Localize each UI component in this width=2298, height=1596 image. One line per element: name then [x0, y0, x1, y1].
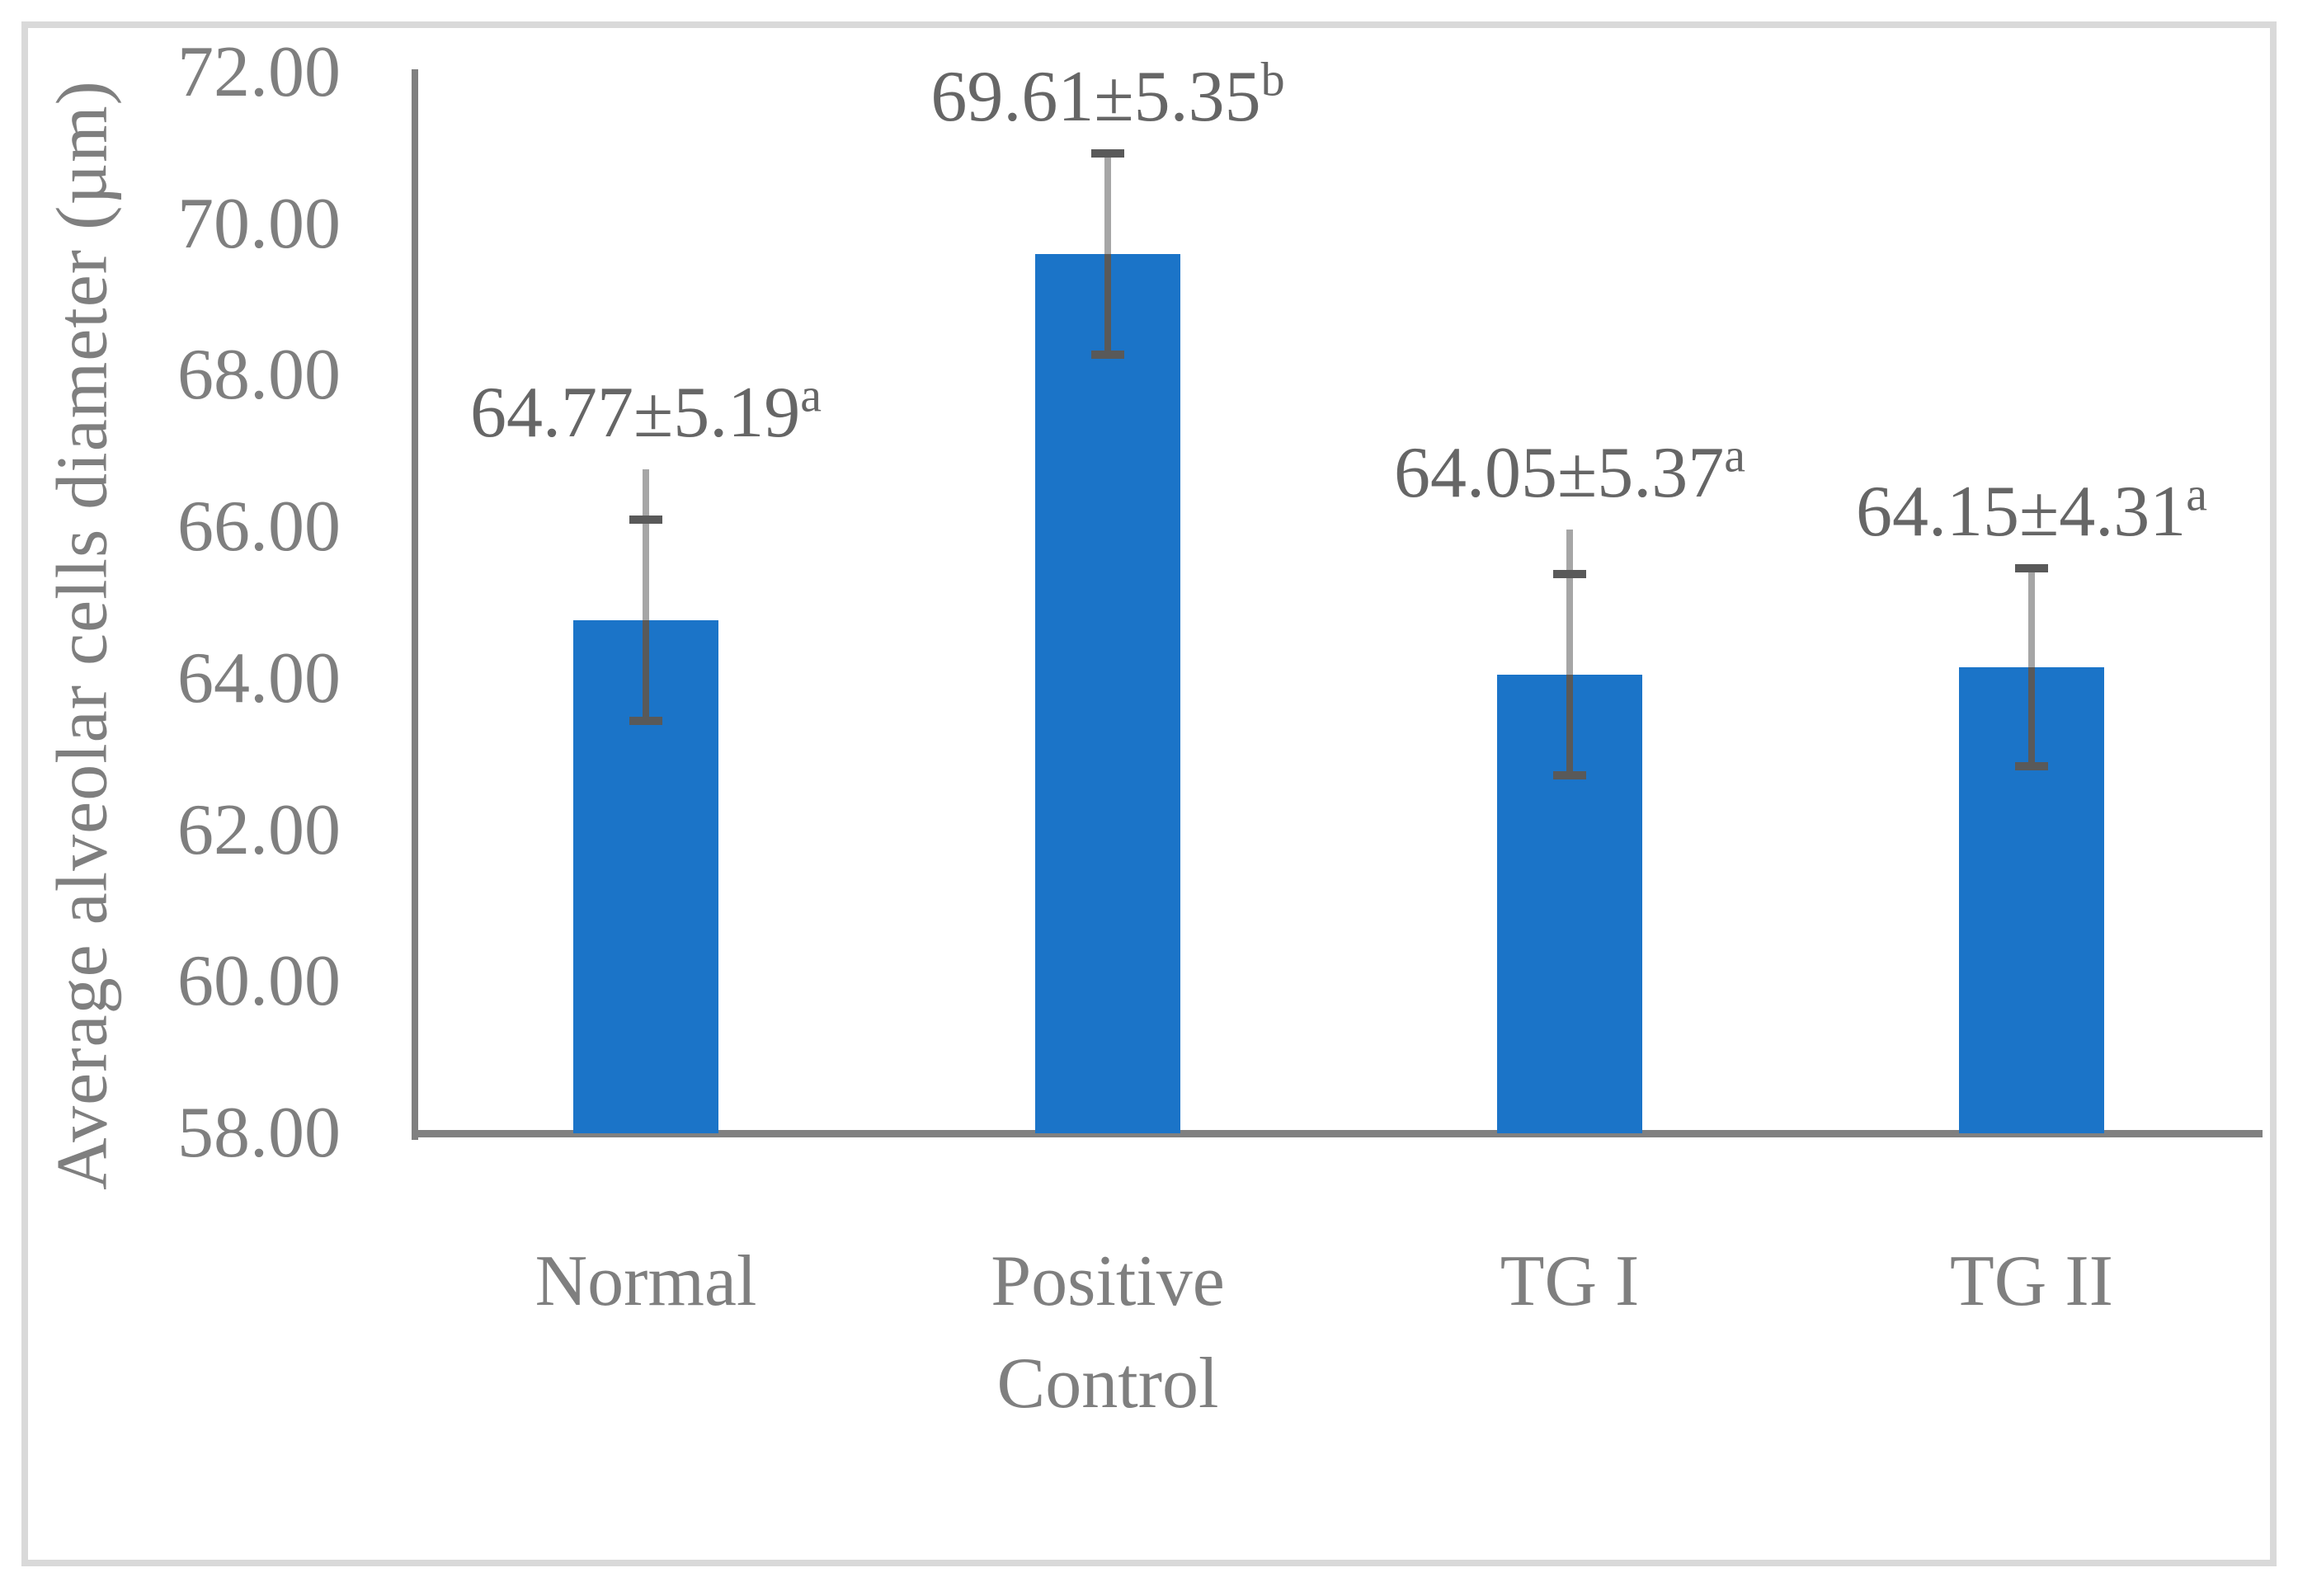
error-bar-upper-whisker — [1566, 529, 1573, 676]
bar — [1035, 253, 1180, 1133]
chart-frame-border — [21, 21, 2277, 1566]
category-label-line: Control — [996, 1344, 1219, 1424]
category-label-line: Normal — [534, 1241, 757, 1321]
error-bar-lower-cap — [2015, 762, 2048, 771]
data-label-value: 64.05±5.37 — [1393, 432, 1725, 513]
significance-letter: a — [2186, 467, 2208, 521]
error-bar-lower-cap — [1553, 771, 1586, 780]
y-tick-label: 66.00 — [177, 487, 341, 567]
data-label: 64.05±5.37a — [1394, 431, 1745, 516]
category-label-line: Positive — [991, 1241, 1225, 1321]
data-label-value: 69.61±5.35 — [930, 57, 1261, 138]
significance-letter: b — [1260, 52, 1285, 106]
error-bar-upper-cap — [1091, 149, 1124, 158]
error-bar-upper-cap — [2015, 563, 2048, 572]
y-tick-label: 68.00 — [177, 335, 341, 416]
y-axis-line — [412, 69, 418, 1140]
data-label: 69.61±5.35b — [930, 54, 1284, 140]
data-label: 64.15±4.31a — [1856, 469, 2207, 555]
significance-letter: a — [800, 369, 822, 422]
y-tick-label: 72.00 — [177, 32, 341, 112]
category-label: TG II — [1950, 1231, 2113, 1333]
error-bar-upper-whisker — [2028, 567, 2035, 668]
category-label: TG I — [1500, 1231, 1640, 1333]
x-axis-line — [412, 1130, 2263, 1137]
error-bar-lower-segment — [643, 620, 649, 722]
category-label: Positive Control — [991, 1231, 1225, 1435]
y-tick-label: 60.00 — [177, 941, 341, 1022]
data-label-value: 64.77±5.19 — [469, 373, 801, 454]
data-label: 64.77±5.19a — [470, 370, 822, 456]
category-label: Normal — [535, 1231, 757, 1333]
significance-letter: a — [1724, 428, 1746, 483]
error-bar-lower-segment — [1104, 253, 1111, 355]
error-bar-lower-cap — [629, 717, 662, 726]
error-bar-lower-segment — [2028, 667, 2035, 767]
category-label-line: TG I — [1500, 1241, 1640, 1321]
error-bar-upper-whisker — [643, 469, 649, 621]
y-tick-label: 70.00 — [177, 183, 341, 264]
y-tick-label: 58.00 — [177, 1093, 341, 1173]
error-bar-lower-cap — [1091, 350, 1124, 359]
y-tick-label: 64.00 — [177, 638, 341, 718]
y-tick-label: 62.00 — [177, 789, 341, 870]
data-label-value: 64.15±4.31 — [1855, 471, 2187, 552]
error-bar-upper-cap — [1553, 570, 1586, 579]
category-label-line: TG II — [1950, 1241, 2113, 1321]
error-bar-upper-cap — [629, 515, 662, 524]
error-bar-upper-whisker — [1104, 153, 1111, 254]
error-bar-lower-segment — [1566, 675, 1573, 776]
